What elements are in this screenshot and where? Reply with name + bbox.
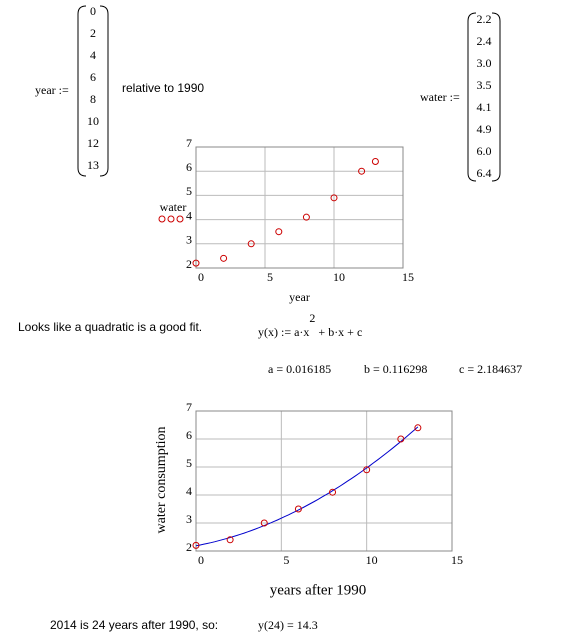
x-tick-label: 0: [198, 553, 204, 567]
legend-marker: [158, 215, 166, 223]
x-axis-label: years after 1990: [270, 582, 367, 598]
x-tick-label: 5: [283, 553, 289, 567]
x-tick-label: 10: [333, 270, 345, 284]
data-point: [302, 213, 310, 221]
formula-head: y(x) := a·x: [258, 325, 309, 339]
data-point: [220, 254, 228, 262]
data-point: [397, 435, 405, 443]
y-tick-label: 3: [186, 233, 192, 247]
water-value: 6.4: [477, 166, 492, 180]
year-value: 6: [90, 70, 96, 84]
water-value: 6.0: [477, 144, 492, 158]
year-value: 0: [90, 4, 96, 18]
water-value: 4.9: [477, 122, 492, 136]
data-point: [414, 424, 422, 432]
y-tick-label: 3: [186, 512, 192, 526]
x-tick-label: 5: [267, 270, 273, 284]
water-label: water :=: [420, 90, 460, 104]
y-axis-label: water: [160, 200, 187, 214]
data-point: [363, 466, 371, 474]
y-tick-label: 4: [186, 484, 192, 498]
y-axis-label: water consumption: [154, 427, 169, 534]
data-point: [371, 158, 379, 166]
x-tick-label: 10: [366, 553, 378, 567]
data-point: [329, 488, 337, 496]
bracket: [77, 5, 87, 177]
bracket: [491, 12, 501, 182]
data-point: [247, 240, 255, 248]
plot-frame: [195, 146, 404, 269]
data-point: [192, 541, 200, 549]
year-value: 2: [90, 26, 96, 40]
year-value: 12: [87, 136, 99, 150]
note: relative to 1990: [122, 81, 204, 95]
conclusion: 2014 is 24 years after 1990, so:: [50, 618, 218, 632]
y-tick-label: 7: [186, 400, 192, 414]
fit-a: a = 0.016185: [268, 362, 331, 376]
water-value: 2.4: [477, 34, 492, 48]
data-point: [260, 519, 268, 527]
x-tick-label: 15: [451, 553, 463, 567]
y-tick-label: 6: [186, 160, 192, 174]
water-value: 3.5: [477, 78, 492, 92]
legend-marker: [176, 215, 184, 223]
prediction: y(24) = 14.3: [258, 618, 318, 632]
water-value: 3.0: [477, 56, 492, 70]
y-tick-label: 2: [186, 257, 192, 271]
y-tick-label: 2: [186, 540, 192, 554]
year-label: year :=: [35, 83, 69, 97]
year-value: 10: [87, 114, 99, 128]
x-tick-label: 15: [402, 270, 414, 284]
year-value: 8: [90, 92, 96, 106]
data-point: [226, 536, 234, 544]
bracket: [99, 5, 109, 177]
data-point: [294, 505, 302, 513]
year-value: 13: [87, 158, 99, 172]
fit-c: c = 2.184637: [459, 362, 522, 376]
data-point: [192, 259, 200, 267]
x-axis-label: year: [289, 290, 310, 304]
formula-tail: + b·x + c: [315, 325, 362, 339]
y-tick-label: 6: [186, 428, 192, 442]
year-value: 4: [90, 48, 96, 62]
y-tick-label: 5: [186, 184, 192, 198]
x-tick-label: 0: [198, 270, 204, 284]
data-point: [358, 167, 366, 175]
water-value: 4.1: [477, 100, 492, 114]
data-point: [330, 194, 338, 202]
y-tick-label: 4: [186, 208, 192, 222]
y-tick-label: 5: [186, 456, 192, 470]
comment: Looks like a quadratic is a good fit.: [18, 320, 202, 334]
y-tick-label: 7: [186, 136, 192, 150]
formula-sup: 2: [309, 311, 315, 325]
plot-frame: [195, 410, 453, 552]
bracket: [467, 12, 477, 182]
fit-b: b = 0.116298: [364, 362, 427, 376]
water-value: 2.2: [477, 12, 492, 26]
fit-curve: [195, 426, 419, 547]
data-point: [275, 228, 283, 236]
formula: y(x) := a·x2 + b·x + c: [258, 311, 362, 339]
legend-marker: [167, 215, 175, 223]
